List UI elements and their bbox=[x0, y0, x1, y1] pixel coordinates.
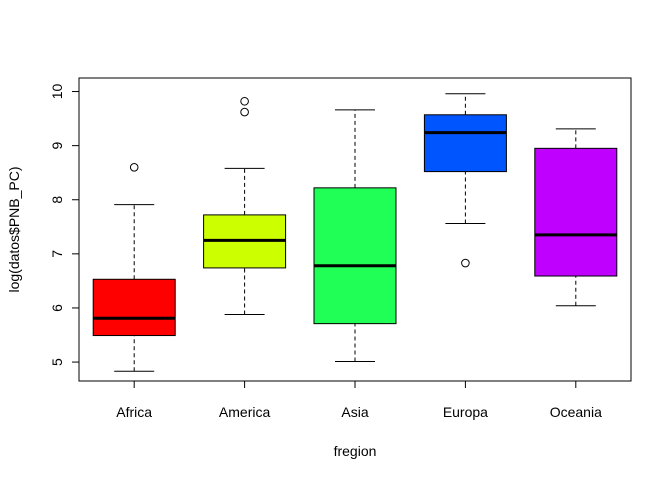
box-iqr bbox=[313, 187, 397, 325]
box-oceania bbox=[534, 128, 618, 307]
y-tick-label: 9 bbox=[49, 142, 65, 150]
outlier-point bbox=[461, 258, 470, 268]
y-tick-label: 7 bbox=[49, 250, 65, 258]
box-europa bbox=[423, 93, 507, 268]
x-tick-label: Oceania bbox=[550, 404, 602, 420]
outlier-point bbox=[129, 162, 139, 172]
y-tick-label: 6 bbox=[49, 304, 65, 312]
y-tick-label: 10 bbox=[49, 84, 65, 100]
x-axis-label: fregion bbox=[334, 443, 377, 459]
box-america bbox=[203, 96, 287, 315]
box-asia bbox=[313, 109, 397, 363]
x-tick-label: Asia bbox=[341, 404, 368, 420]
y-tick-label: 5 bbox=[49, 358, 65, 366]
box-africa bbox=[92, 162, 176, 372]
x-tick-label: America bbox=[219, 404, 271, 420]
y-axis: 5 6 7 8 9 10 bbox=[49, 84, 80, 366]
box-iqr bbox=[534, 147, 618, 277]
box-iqr bbox=[423, 114, 507, 173]
x-tick-label: Europa bbox=[443, 404, 488, 420]
x-tick-label: Africa bbox=[116, 404, 152, 420]
x-axis: Africa America Asia Europa Oceania bbox=[116, 380, 602, 420]
boxes bbox=[92, 93, 618, 372]
y-tick-label: 8 bbox=[49, 196, 65, 204]
y-axis-label: log(datos$PNB_PC) bbox=[6, 166, 22, 292]
outlier-point bbox=[240, 96, 249, 106]
outlier-point bbox=[240, 107, 249, 117]
box-iqr bbox=[92, 278, 176, 337]
